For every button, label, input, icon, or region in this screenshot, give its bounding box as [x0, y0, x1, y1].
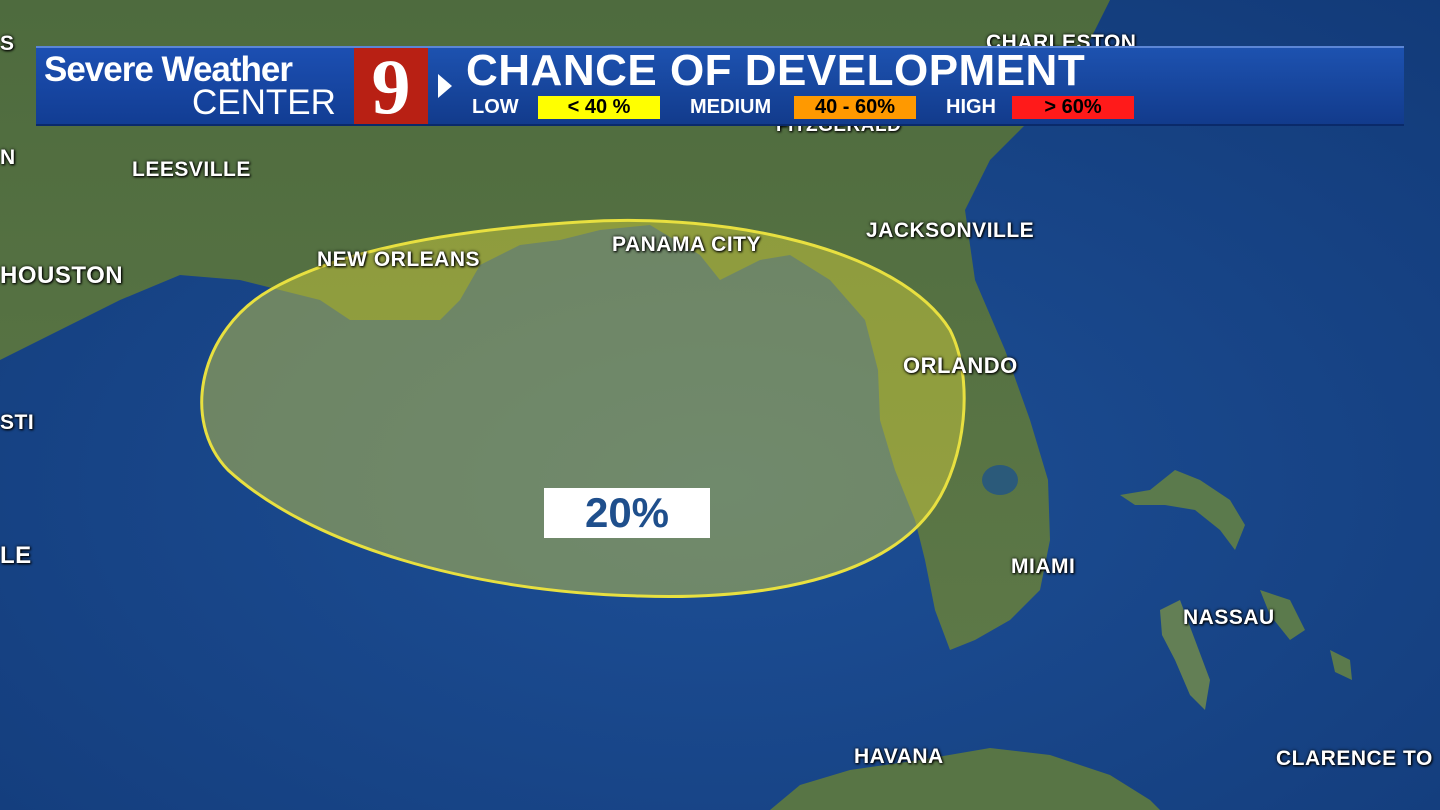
brand-subname: CENTER	[192, 83, 336, 122]
bahamas-islands	[1120, 470, 1245, 550]
legend-medium-label: MEDIUM	[690, 96, 772, 118]
arrow-right-icon	[438, 74, 452, 98]
legend-low-label: LOW	[472, 96, 519, 118]
bahamas-islands-4	[1330, 650, 1352, 680]
legend-medium-range: 40 - 60%	[794, 96, 916, 119]
legend-low-range: < 40 %	[538, 96, 660, 119]
legend-high-range: > 60%	[1012, 96, 1134, 119]
city-houston: HOUSTON	[0, 262, 124, 289]
brand-name: Severe Weather	[44, 50, 293, 89]
city-havana: HAVANA	[854, 745, 944, 768]
city-edge-s: S	[0, 32, 15, 55]
city-edge-le: LE	[0, 542, 32, 569]
city-edge-sti: STI	[0, 411, 35, 434]
brand-block: Severe Weather CENTER	[36, 48, 356, 124]
city-clarence-town: CLARENCE TO	[1276, 747, 1433, 770]
city-nassau: NASSAU	[1183, 606, 1275, 629]
channel-9-logo: 9	[354, 43, 428, 130]
city-edge-n: N	[0, 146, 16, 169]
cuba-landmass	[770, 748, 1160, 810]
city-orlando: ORLANDO	[903, 353, 1018, 378]
bahamas-islands-3	[1260, 590, 1305, 640]
logo-number: 9	[371, 43, 411, 130]
city-leesville: LEESVILLE	[132, 158, 251, 181]
legend-high-label: HIGH	[946, 96, 996, 118]
city-jacksonville: JACKSONVILLE	[866, 219, 1035, 242]
city-miami: MIAMI	[1011, 555, 1076, 578]
us-landmass	[0, 0, 1110, 650]
page-title: CHANCE OF DEVELOPMENT	[466, 46, 1086, 95]
lake-okeechobee	[982, 465, 1018, 495]
city-new-orleans: NEW ORLEANS	[317, 248, 480, 271]
bahamas-islands-2	[1160, 600, 1210, 710]
city-panama-city: PANAMA CITY	[612, 233, 761, 256]
probability-value: 20%	[584, 489, 670, 536]
probability-label: 20%	[544, 488, 710, 538]
development-area	[200, 218, 966, 598]
header-bar: Severe Weather CENTER 9 CHANCE OF DEVELO…	[36, 43, 1404, 130]
